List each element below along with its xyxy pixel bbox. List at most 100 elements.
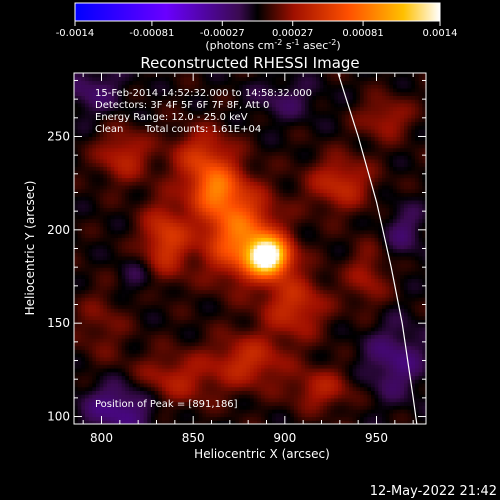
heatmap-cell — [213, 173, 218, 179]
heatmap-cell — [74, 416, 79, 421]
heatmap-cell — [180, 226, 185, 231]
heatmap-cell — [96, 99, 101, 104]
heatmap-cell — [162, 237, 167, 242]
heatmap-cell — [198, 364, 203, 369]
heatmap-cell — [125, 319, 130, 324]
heatmap-cell — [261, 237, 266, 242]
heatmap-cell — [77, 102, 82, 108]
heatmap-cell — [191, 222, 196, 227]
heatmap-cell — [202, 229, 207, 235]
heatmap-cell — [180, 170, 185, 175]
heatmap-cell — [74, 237, 79, 242]
heatmap-cell — [77, 110, 82, 115]
heatmap-cell — [107, 282, 112, 287]
heatmap-cell — [173, 196, 178, 201]
heatmap-cell — [147, 80, 152, 85]
heatmap-cell — [77, 185, 82, 190]
heatmap-cell — [162, 192, 167, 197]
heatmap-cell — [103, 416, 108, 421]
heatmap-cell — [92, 185, 97, 190]
heatmap-cell — [206, 255, 211, 261]
heatmap-cell — [235, 341, 240, 347]
heatmap-cell — [180, 315, 185, 321]
heatmap-cell — [121, 304, 126, 309]
heatmap-cell — [151, 173, 156, 179]
heatmap-cell — [213, 84, 218, 89]
heatmap-cell — [125, 409, 130, 414]
heatmap-cell — [235, 188, 240, 194]
heatmap-cell — [173, 87, 178, 93]
heatmap-cell — [235, 375, 240, 380]
heatmap-cell — [228, 173, 233, 179]
heatmap-cell — [129, 379, 134, 384]
heatmap-cell — [228, 233, 233, 238]
heatmap-cell — [198, 345, 203, 350]
heatmap-cell — [132, 341, 137, 347]
heatmap-cell — [88, 181, 93, 186]
heatmap-cell — [195, 214, 200, 220]
heatmap-cell — [220, 274, 225, 279]
heatmap-cell — [121, 308, 126, 313]
heatmap-cell — [147, 338, 152, 343]
heatmap-cell — [110, 274, 115, 279]
heatmap-cell — [96, 259, 101, 265]
heatmap-cell — [162, 155, 167, 160]
heatmap-cell — [242, 311, 247, 317]
heatmap-cell — [77, 199, 82, 205]
heatmap-cell — [136, 244, 141, 250]
heatmap-cell — [250, 270, 255, 276]
heatmap-cell — [191, 401, 196, 406]
heatmap-cell — [88, 263, 93, 268]
heatmap-cell — [151, 345, 156, 350]
heatmap-cell — [107, 99, 112, 104]
heatmap-cell — [158, 390, 163, 395]
heatmap-cell — [77, 241, 82, 246]
heatmap-cell — [85, 270, 90, 276]
heatmap-cell — [220, 129, 225, 134]
heatmap-cell — [173, 140, 178, 145]
heatmap-cell — [224, 185, 229, 190]
heatmap-cell — [228, 255, 233, 261]
heatmap-cell — [235, 252, 240, 257]
heatmap-cell — [253, 196, 258, 201]
heatmap-cell — [264, 102, 269, 108]
heatmap-cell — [187, 263, 192, 268]
heatmap-cell — [158, 114, 163, 119]
heatmap-cell — [165, 259, 170, 265]
heatmap-cell — [209, 416, 214, 421]
heatmap-cell — [246, 151, 251, 156]
heatmap-cell — [235, 397, 240, 403]
heatmap-cell — [77, 285, 82, 291]
heatmap-cell — [242, 341, 247, 347]
heatmap-cell — [228, 140, 233, 145]
heatmap-cell — [235, 345, 240, 350]
heatmap-cell — [213, 136, 218, 141]
heatmap-cell — [85, 345, 90, 350]
heatmap-cell — [224, 226, 229, 231]
heatmap-cell — [96, 248, 101, 253]
heatmap-cell — [162, 255, 167, 261]
heatmap-cell — [246, 315, 251, 321]
heatmap-cell — [198, 162, 203, 167]
heatmap-cell — [246, 84, 251, 89]
heatmap-cell — [209, 181, 214, 186]
heatmap-cell — [242, 386, 247, 391]
heatmap-cell — [224, 293, 229, 298]
heatmap-cell — [88, 349, 93, 354]
heatmap-cell — [184, 241, 189, 246]
heatmap-cell — [180, 274, 185, 279]
heatmap-cell — [165, 386, 170, 391]
heatmap-cell — [231, 87, 236, 93]
heatmap-cell — [261, 106, 266, 111]
heatmap-cell — [147, 416, 152, 421]
heatmap-cell — [81, 278, 86, 283]
heatmap-cell — [121, 185, 126, 190]
heatmap-cell — [206, 173, 211, 179]
heatmap-cell — [206, 334, 211, 339]
heatmap-cell — [96, 181, 101, 186]
heatmap-cell — [88, 229, 93, 235]
heatmap-cell — [180, 117, 185, 123]
heatmap-cell — [121, 341, 126, 347]
heatmap-cell — [180, 155, 185, 160]
heatmap-cell — [187, 308, 192, 313]
